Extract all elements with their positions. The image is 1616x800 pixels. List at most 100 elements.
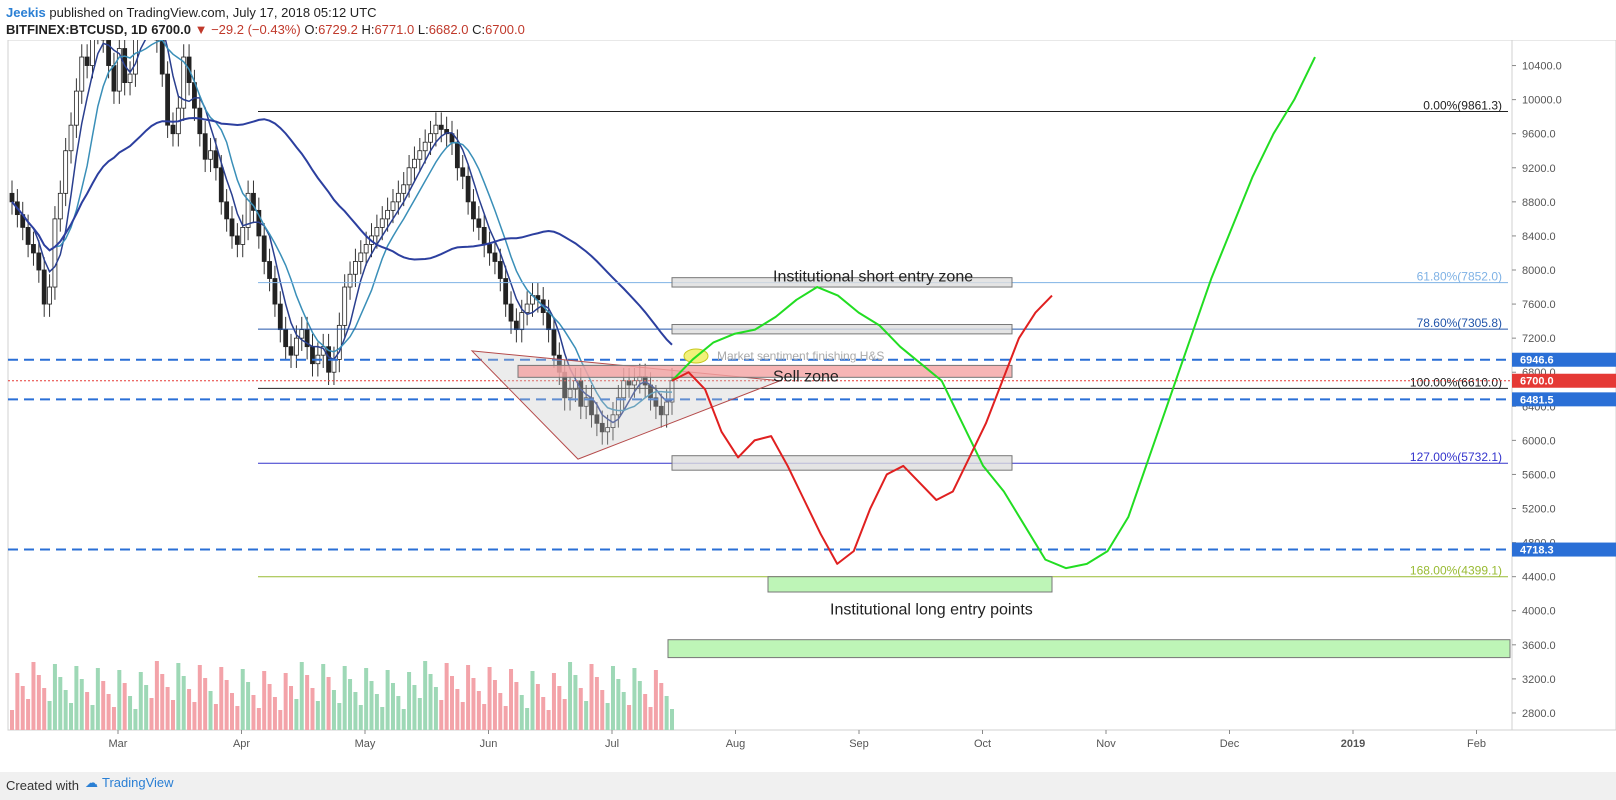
candle-body xyxy=(406,167,412,186)
volume-bar xyxy=(407,672,412,730)
volume-bar xyxy=(26,699,31,730)
volume-bar xyxy=(133,709,138,730)
volume-bar xyxy=(471,678,476,730)
candle-body xyxy=(428,133,433,143)
price-axis-badge-label: 4718.3 xyxy=(1520,545,1554,557)
volume-bar xyxy=(369,681,374,730)
volume-bar xyxy=(69,703,74,730)
candle-body xyxy=(454,141,460,169)
y-tick-label: 7600.0 xyxy=(1522,299,1556,311)
volume-bar xyxy=(294,699,299,730)
candle-body xyxy=(503,278,509,305)
volume-bar xyxy=(283,673,288,730)
x-tick-label: Apr xyxy=(233,738,250,750)
candle-body xyxy=(487,244,492,254)
x-tick-label: Sep xyxy=(849,738,869,750)
candle-body xyxy=(272,278,278,305)
volume-bar xyxy=(176,663,181,730)
candle-body xyxy=(197,107,203,135)
volume-bar xyxy=(36,675,41,730)
y-tick-label: 6000.0 xyxy=(1522,435,1556,447)
volume-bar xyxy=(52,664,57,730)
volume-bar xyxy=(321,664,326,730)
candle-body xyxy=(438,124,444,130)
volume-bar xyxy=(305,675,310,730)
fib-level-label: 0.00%(9861.3) xyxy=(1423,98,1502,112)
candle-body xyxy=(251,192,256,211)
created-with-text: Created with xyxy=(6,778,79,793)
x-tick-label: Aug xyxy=(726,738,746,750)
volume-bar xyxy=(637,681,642,730)
volume-bar xyxy=(240,669,245,730)
volume-bar xyxy=(144,685,149,730)
price-zone xyxy=(517,364,1013,378)
x-tick-label: Nov xyxy=(1096,738,1116,750)
y-tick-label: 5200.0 xyxy=(1522,504,1556,516)
volume-bar xyxy=(128,696,133,730)
volume-bar xyxy=(568,662,573,730)
volume-bar xyxy=(149,698,154,730)
long-entry-points-label: Institutional long entry points xyxy=(830,602,1033,619)
volume-bar xyxy=(20,686,25,730)
candle-body xyxy=(412,158,417,169)
volume-bar xyxy=(460,702,465,730)
volume-bar xyxy=(600,690,605,730)
publish-info: Jeekis published on TradingView.com, Jul… xyxy=(6,5,377,20)
volume-bar xyxy=(380,707,385,730)
candle-body xyxy=(664,401,670,416)
volume-bar xyxy=(74,666,79,730)
volume-bar xyxy=(525,708,530,730)
low-label: L: xyxy=(417,22,429,37)
candle-body xyxy=(465,175,471,203)
candle-body xyxy=(261,235,267,262)
candle-body xyxy=(79,56,85,92)
volume-bar xyxy=(278,710,283,730)
volume-bar xyxy=(417,698,422,730)
volume-bar xyxy=(170,700,175,730)
volume-bar xyxy=(289,686,294,730)
volume-bar xyxy=(154,661,159,730)
candle-body xyxy=(481,227,487,245)
volume-bar xyxy=(208,691,213,730)
y-tick-label: 3600.0 xyxy=(1522,640,1556,652)
candle-body xyxy=(47,286,52,305)
volume-bar xyxy=(85,692,90,730)
price-chart[interactable]: 10400.0 10000.0 9600.0 9200.0 8800.0 8400.0 80… xyxy=(0,40,1616,772)
candle-body xyxy=(73,90,79,126)
volume-bar xyxy=(342,666,347,730)
author-name[interactable]: Jeekis xyxy=(6,5,46,20)
candle-body xyxy=(68,124,74,152)
candle-body xyxy=(111,65,117,92)
candle-body xyxy=(471,201,476,220)
volume-bar xyxy=(315,701,320,730)
y-tick-label: 7200.0 xyxy=(1522,333,1556,345)
candle-body xyxy=(25,227,31,245)
volume-bar xyxy=(535,684,540,730)
volume-bar xyxy=(423,661,428,730)
volume-bar xyxy=(632,668,637,730)
volume-bar xyxy=(653,670,658,730)
y-tick-label: 5600.0 xyxy=(1522,469,1556,481)
volume-bar xyxy=(101,681,106,730)
volume-bar xyxy=(498,693,503,730)
candle-body xyxy=(347,273,353,288)
y-tick-label: 9600.0 xyxy=(1522,129,1556,141)
candle-body xyxy=(208,150,213,160)
volume-bar xyxy=(396,696,401,730)
y-tick-label: 8800.0 xyxy=(1522,197,1556,209)
candle-body xyxy=(573,380,578,390)
candle-body xyxy=(159,40,165,75)
fib-level-label: 100.00%(6610.0) xyxy=(1410,375,1502,389)
candle-body xyxy=(31,244,36,254)
candle-body xyxy=(224,201,230,220)
tradingview-logo[interactable]: ☁ TradingView xyxy=(85,775,174,791)
candle-body xyxy=(508,303,514,322)
candle-body xyxy=(363,244,369,254)
candle-body xyxy=(267,261,272,279)
moving-average-line xyxy=(11,40,672,412)
candle-body xyxy=(519,312,525,331)
cloud-icon: ☁ xyxy=(85,775,98,790)
x-tick-label: Jul xyxy=(605,738,619,750)
volume-bar xyxy=(187,689,192,730)
volume-bar xyxy=(573,675,578,730)
